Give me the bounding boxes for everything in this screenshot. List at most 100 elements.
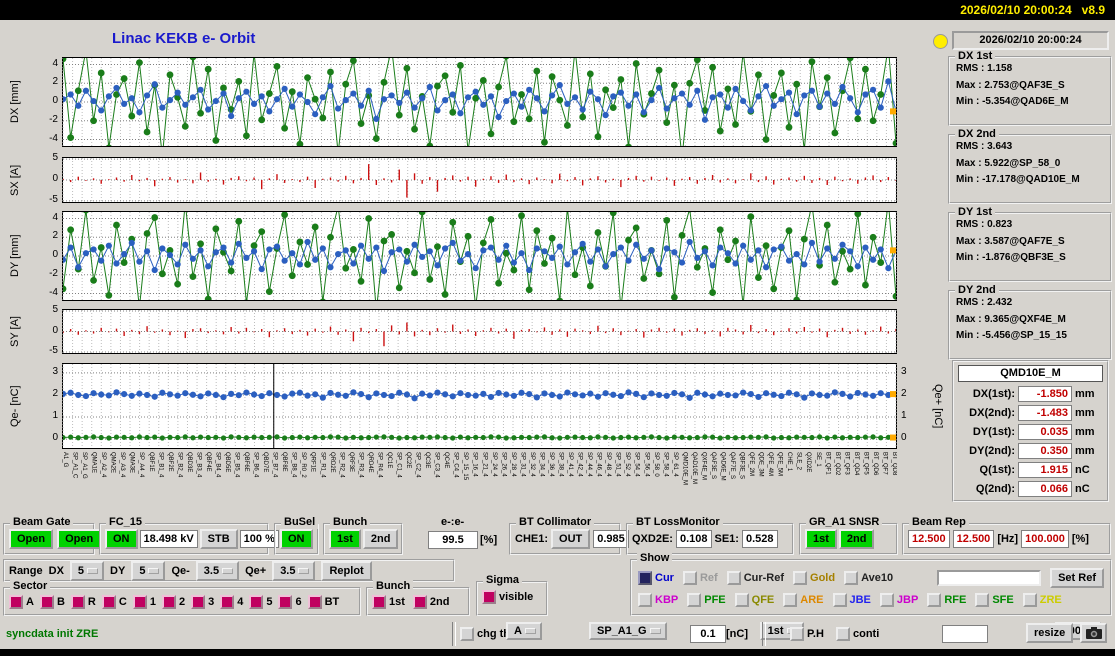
range-qep-select[interactable]: 3.5 xyxy=(272,560,316,581)
range-dy-select[interactable]: 5 xyxy=(131,560,166,581)
y-tick-label: 0 xyxy=(52,432,58,444)
x-axis-element-label: SP_C1_4 xyxy=(395,452,402,478)
bunch-frame: Bunch 1st 2nd xyxy=(323,516,403,555)
show-jbe-checkbox[interactable]: JBE xyxy=(832,593,871,608)
dx-axis-label: DX [mm] xyxy=(9,80,21,124)
show-zre-checkbox[interactable]: ZRE xyxy=(1022,593,1062,608)
replot-button[interactable]: Replot xyxy=(321,560,372,581)
x-axis-element-label: SP_R2_4 xyxy=(338,452,345,478)
show-rfe-checkbox[interactable]: RFE xyxy=(927,593,966,608)
y-tick-label: 4 xyxy=(52,211,58,223)
checkbox-label: BT xyxy=(324,595,340,608)
x-axis-element-label: SP_48_4 xyxy=(605,452,612,477)
stats-line: Min : -5.456@SP_15_15 xyxy=(956,330,1067,341)
checkbox-label: 5 xyxy=(266,595,273,608)
sector-a-checkbox[interactable]: A xyxy=(9,594,34,609)
dy-plot-canvas xyxy=(62,211,897,301)
sector-5-checkbox[interactable]: 5 xyxy=(249,594,273,609)
ee-ratio-value: 99.5 xyxy=(428,531,478,549)
sector-b-checkbox[interactable]: B xyxy=(39,594,65,609)
sector-4-checkbox[interactable]: 4 xyxy=(220,594,243,609)
bunch-1st-checkbox[interactable]: 1st xyxy=(372,594,405,609)
checkbox-label: 3 xyxy=(208,595,215,608)
show-kbp-checkbox[interactable]: KBP xyxy=(638,593,678,608)
qmd-row-value: -1.850 xyxy=(1018,385,1072,402)
x-axis-element-label: SP_32_4 xyxy=(528,452,535,477)
show-ave10-checkbox[interactable]: Ave10 xyxy=(844,570,893,585)
conti-checkbox[interactable]: conti xyxy=(836,627,879,641)
checkbox-label: JBE xyxy=(849,594,871,607)
x-axis-element-label: QRD4E xyxy=(366,452,373,473)
show-cur-ref-checkbox[interactable]: Cur-Ref xyxy=(726,570,784,585)
range-dx-select[interactable]: 5 xyxy=(69,560,105,581)
bunch-2nd-button[interactable]: 2nd xyxy=(362,529,399,549)
selected-element-values: DX(1st): -1.850 mm DX(2nd): -1.483 mm DY(1st):… xyxy=(954,384,1107,498)
gr-snsr-2nd-button[interactable]: 2nd xyxy=(838,529,875,549)
show-gold-checkbox[interactable]: Gold xyxy=(793,570,836,585)
show-jbp-checkbox[interactable]: JBP xyxy=(879,593,918,608)
selected-element-name: QMD10E_M xyxy=(958,365,1103,382)
y-tick-label: 0 xyxy=(52,249,58,260)
show-pfe-checkbox[interactable]: PFE xyxy=(687,593,726,608)
sector-3-checkbox[interactable]: 3 xyxy=(191,594,215,609)
sector-1-checkbox[interactable]: 1 xyxy=(132,594,156,609)
set-ref-button[interactable]: Set Ref xyxy=(1050,567,1104,588)
bunch-1st-button[interactable]: 1st xyxy=(329,529,361,549)
beam-rep-percent-value: 100.000 xyxy=(1021,530,1069,548)
show-ref-checkbox[interactable]: Ref xyxy=(682,570,718,585)
sigma-visible-checkbox[interactable]: visible xyxy=(482,590,533,604)
gr-snsr-1st-button[interactable]: 1st xyxy=(805,529,837,549)
x-axis-element-label: SP_C3_4 xyxy=(433,452,440,478)
show-are-checkbox[interactable]: ARE xyxy=(783,593,824,608)
qmd-row: Q(1st): 1.915 nC xyxy=(954,460,1107,479)
checkbox-box xyxy=(836,627,850,641)
range-qem-select[interactable]: 3.5 xyxy=(195,560,240,581)
beam-rep-percent-unit: [%] xyxy=(1071,533,1089,545)
x-axis-element-label: QMA3E xyxy=(128,452,135,474)
show-sfe-checkbox[interactable]: SFE xyxy=(975,593,1014,608)
checkbox-box xyxy=(307,594,322,609)
show-cur-checkbox[interactable]: Cur xyxy=(638,570,674,585)
ph-checkbox[interactable]: P.H xyxy=(790,627,824,641)
sector-select[interactable]: A xyxy=(506,622,542,640)
element-select[interactable]: SP_A1_G xyxy=(589,622,667,640)
ref-name-input[interactable] xyxy=(937,569,1042,586)
sector-bt-checkbox[interactable]: BT xyxy=(307,594,340,609)
x-axis-element-label: SP_B4_4 xyxy=(214,452,221,478)
che1-out-button[interactable]: OUT xyxy=(551,529,591,549)
stats-group: DX 1st RMS : 1.158 Max : 2.753@QAF3E_S Min … xyxy=(948,50,1112,126)
stats-line: RMS : 1.158 xyxy=(956,63,1013,74)
qmd-row-label: DX(1st): xyxy=(972,387,1015,400)
beam-gate-open-1-button[interactable]: Open xyxy=(9,529,54,549)
y-tick-label: -4 xyxy=(49,132,58,144)
stats-group-title: DY 2nd xyxy=(955,284,999,297)
checkbox-label: Gold xyxy=(810,571,836,584)
show-qfe-checkbox[interactable]: QFE xyxy=(734,593,774,608)
fc15-on-button[interactable]: ON xyxy=(105,529,138,549)
y-tick-label: 3 xyxy=(901,365,907,377)
beam-rep-hz-unit: [Hz] xyxy=(997,533,1019,545)
interval-entry[interactable] xyxy=(942,625,988,643)
beam-gate-open-2-button[interactable]: Open xyxy=(57,529,102,549)
busel-on-button[interactable]: ON xyxy=(280,529,313,549)
screenshot-button[interactable] xyxy=(1080,623,1107,643)
x-axis-element-label: SP_21_4 xyxy=(481,452,488,477)
fc15-stb-button[interactable]: STB xyxy=(199,529,238,549)
checkbox-label: 1st xyxy=(389,595,405,608)
chg-th-checkbox[interactable]: chg th xyxy=(460,627,510,641)
x-axis-element-label: QBF2E xyxy=(166,452,173,472)
x-axis-element-label: QC2E xyxy=(405,452,412,469)
sx-axis-label: SX [A] xyxy=(9,164,21,196)
camera-icon xyxy=(1085,627,1102,639)
x-axis-element-label: SP_44_4 xyxy=(586,452,593,477)
resize-button[interactable]: resize xyxy=(1026,623,1074,643)
sector-r-checkbox[interactable]: R xyxy=(70,594,96,609)
x-axis-element-label: QFE_5M xyxy=(776,452,783,477)
dx-orbit-chart: DX [mm] -4 -2 0 2 4 xyxy=(9,57,897,147)
checkbox-box xyxy=(9,594,23,609)
sector-c-checkbox[interactable]: C xyxy=(101,594,127,609)
beam-rep-value-1: 12.500 xyxy=(908,530,950,548)
sector-2-checkbox[interactable]: 2 xyxy=(161,594,185,609)
sector-6-checkbox[interactable]: 6 xyxy=(278,594,302,609)
bunch-2nd-checkbox[interactable]: 2nd xyxy=(412,594,449,609)
